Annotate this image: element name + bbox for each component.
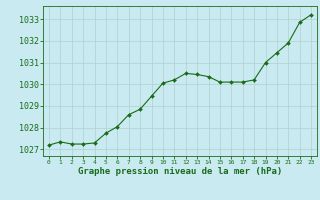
X-axis label: Graphe pression niveau de la mer (hPa): Graphe pression niveau de la mer (hPa) bbox=[78, 167, 282, 176]
